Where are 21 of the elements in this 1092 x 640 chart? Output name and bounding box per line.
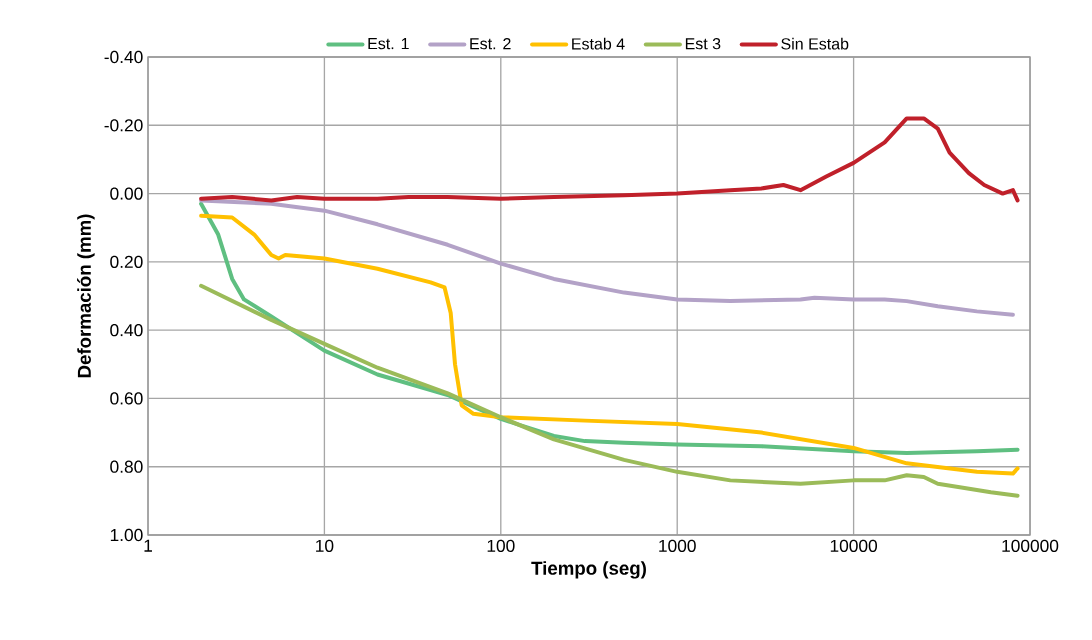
x-tick-label: 1 xyxy=(144,539,152,552)
y-tick-label: 0.20 xyxy=(110,255,143,268)
x-tick-label: 10000 xyxy=(830,539,878,552)
x-axis-title: Tiempo (seg) xyxy=(531,561,646,579)
legend-label: Estab 4 xyxy=(572,37,625,50)
x-tick-label: 100 xyxy=(487,539,515,552)
y-tick-label: 0.40 xyxy=(110,324,143,337)
y-tick-label: -0.40 xyxy=(104,50,143,64)
y-tick-label: 1.00 xyxy=(110,528,143,542)
y-tick-label: 0.80 xyxy=(110,460,143,473)
x-tick-label: 100000 xyxy=(1002,539,1059,552)
legend-label: Est 3 xyxy=(685,38,721,50)
legend-label: Est. 1 xyxy=(368,38,409,50)
x-tick-label: 1000 xyxy=(659,539,696,552)
y-tick-label: -0.20 xyxy=(104,119,143,132)
y-tick-label: 0.00 xyxy=(110,187,143,200)
y-tick-label: 0.60 xyxy=(110,392,143,405)
y-axis-title: Deformación (mm) xyxy=(77,214,95,378)
legend-label: Est. 2 xyxy=(470,38,511,50)
x-tick-label: 10 xyxy=(316,539,334,552)
legend-label: Sin Estab xyxy=(781,37,849,50)
